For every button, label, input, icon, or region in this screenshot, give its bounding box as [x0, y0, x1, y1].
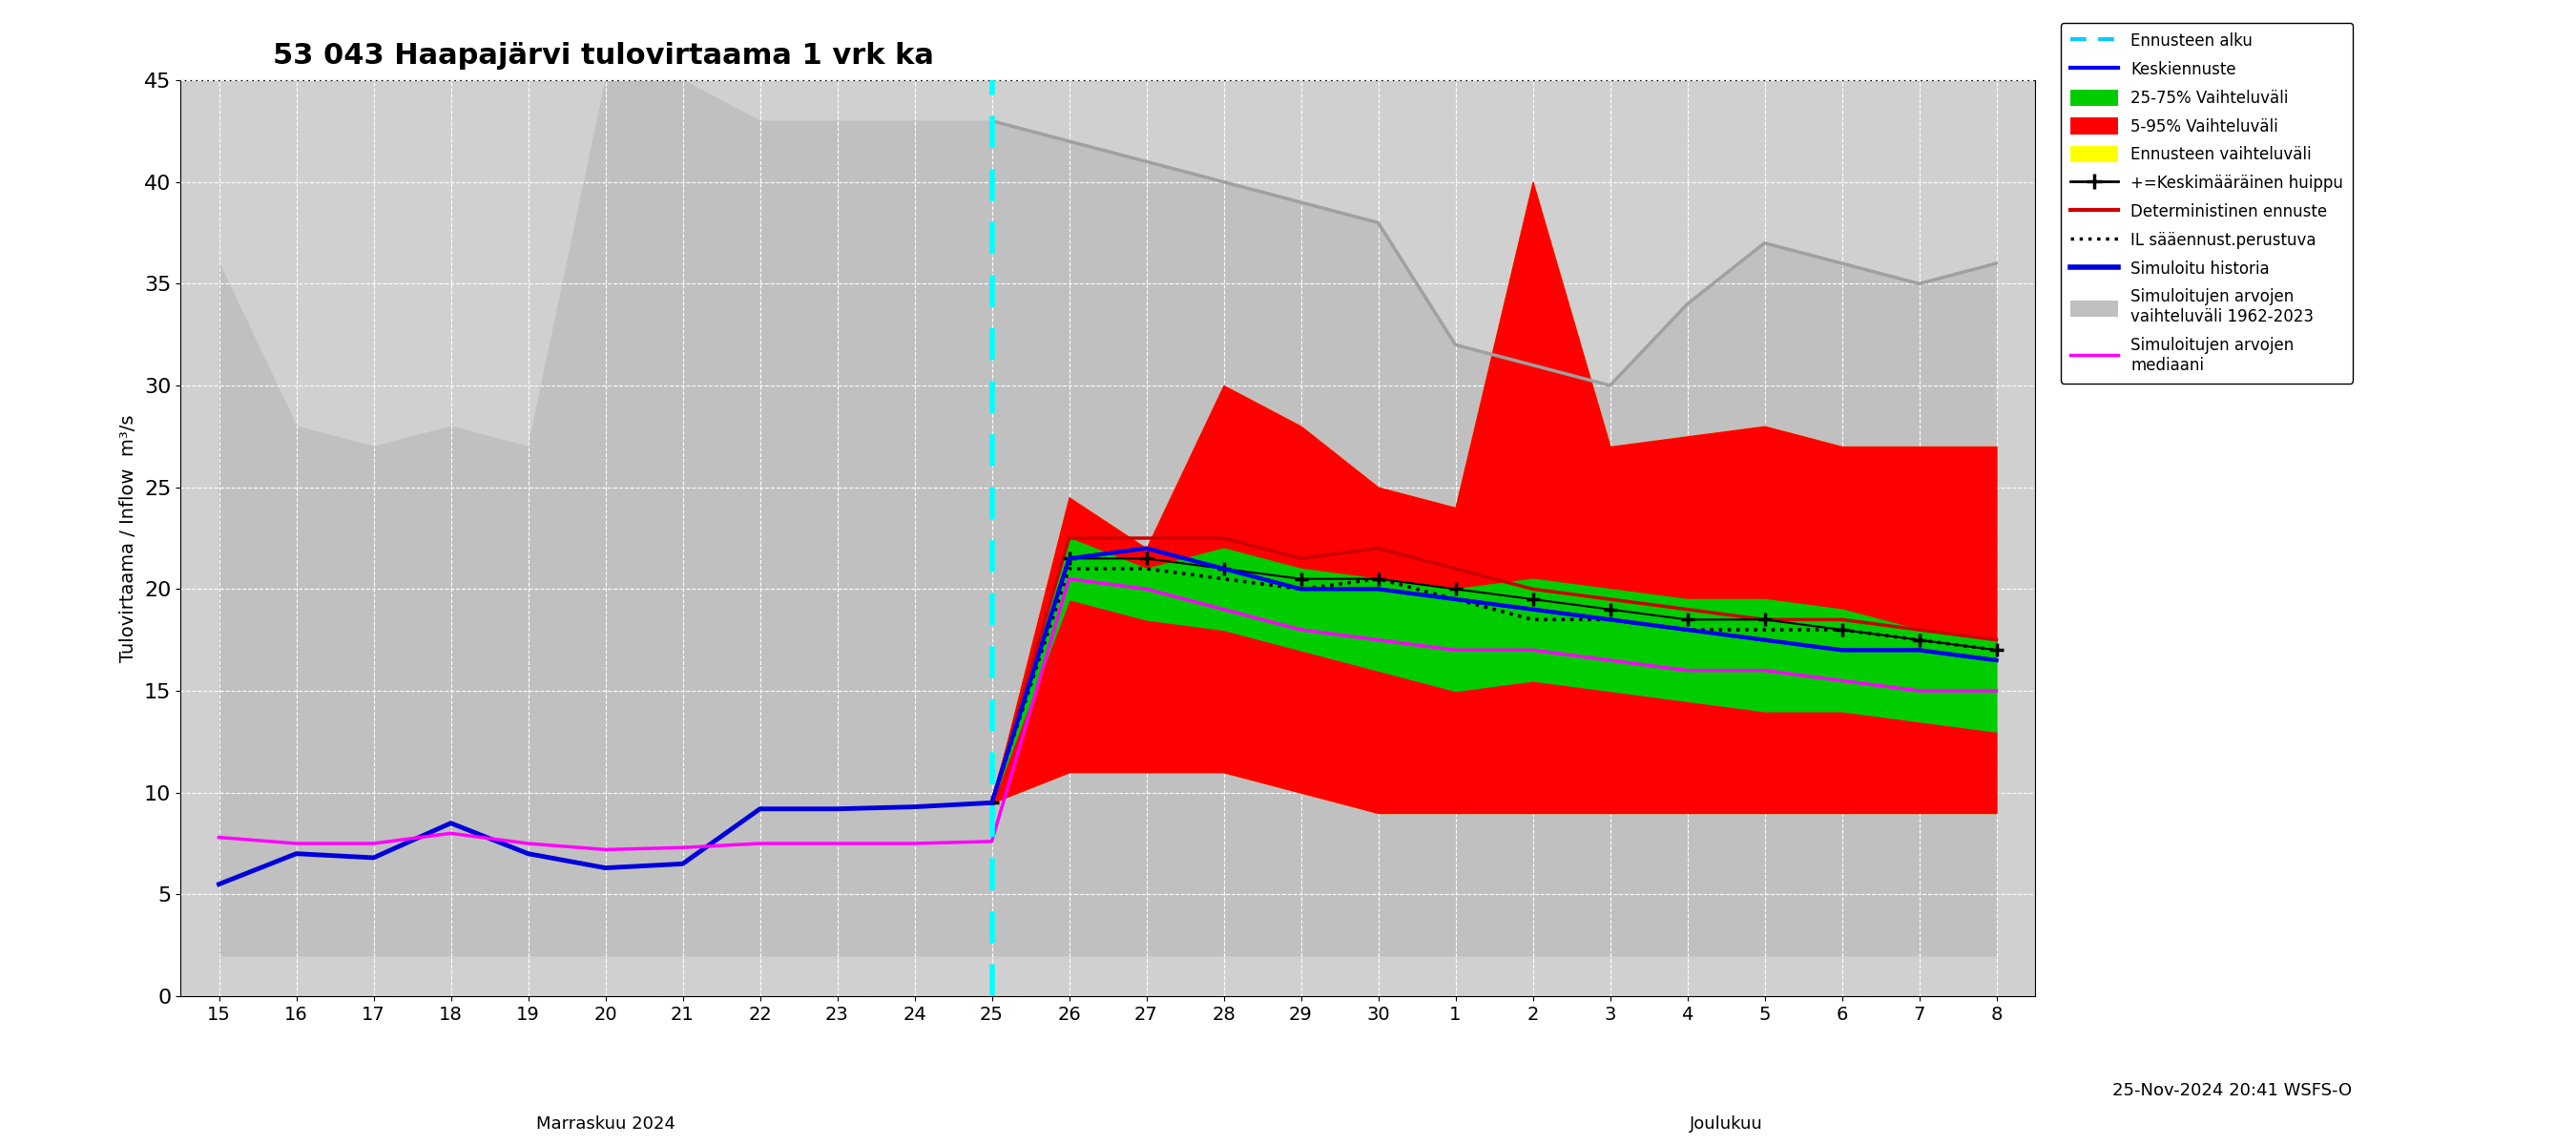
Text: Marraskuu 2024: Marraskuu 2024 — [536, 1115, 675, 1132]
Text: Joulukuu: Joulukuu — [1690, 1115, 1762, 1132]
Y-axis label: Tulovirtaama / Inflow  m³/s: Tulovirtaama / Inflow m³/s — [118, 414, 137, 662]
Text: 53 043 Haapajärvi tulovirtaama 1 vrk ka: 53 043 Haapajärvi tulovirtaama 1 vrk ka — [273, 42, 935, 70]
Text: 25-Nov-2024 20:41 WSFS-O: 25-Nov-2024 20:41 WSFS-O — [2112, 1082, 2352, 1099]
Legend: Ennusteen alku, Keskiennuste, 25-75% Vaihteluväli, 5-95% Vaihteluväli, Ennusteen: Ennusteen alku, Keskiennuste, 25-75% Vai… — [2061, 23, 2352, 384]
